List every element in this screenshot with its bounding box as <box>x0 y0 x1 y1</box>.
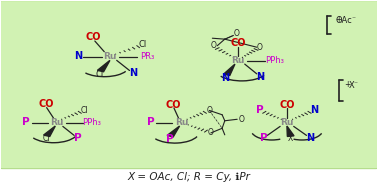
Text: CO: CO <box>230 38 246 48</box>
Text: Ru: Ru <box>231 56 245 65</box>
FancyBboxPatch shape <box>0 1 378 169</box>
Text: Ru: Ru <box>175 118 188 127</box>
Text: Cl: Cl <box>42 134 50 143</box>
Text: PPh₃: PPh₃ <box>265 56 284 65</box>
Text: CO: CO <box>85 32 101 42</box>
Text: X: X <box>288 134 293 143</box>
Text: O: O <box>257 43 263 52</box>
Text: N: N <box>306 133 314 143</box>
Text: P: P <box>256 105 263 115</box>
Text: Cl: Cl <box>139 40 147 49</box>
Text: PPh₃: PPh₃ <box>82 118 101 127</box>
Text: PR₃: PR₃ <box>140 53 154 61</box>
Text: Cl: Cl <box>96 70 104 79</box>
Polygon shape <box>223 64 235 75</box>
Polygon shape <box>43 126 55 136</box>
Text: X = OAc, Cl; R = Cy, ℹPr: X = OAc, Cl; R = Cy, ℹPr <box>127 172 251 182</box>
Text: OAc: OAc <box>335 16 352 25</box>
Polygon shape <box>98 60 110 72</box>
Text: ⁻: ⁻ <box>353 79 358 88</box>
Text: Ru: Ru <box>103 53 116 61</box>
Text: CO: CO <box>166 100 181 110</box>
Text: P: P <box>166 134 174 144</box>
Text: O: O <box>208 129 214 137</box>
Text: CO: CO <box>279 100 295 110</box>
Polygon shape <box>167 126 180 137</box>
Text: O: O <box>233 29 239 38</box>
Text: +: + <box>335 15 342 24</box>
Text: P: P <box>74 133 82 143</box>
Text: N: N <box>221 73 229 83</box>
Polygon shape <box>287 126 294 136</box>
Text: Ru: Ru <box>280 118 294 127</box>
Text: P: P <box>260 133 267 143</box>
FancyBboxPatch shape <box>0 1 378 169</box>
Text: P: P <box>23 117 30 127</box>
Text: Cl: Cl <box>81 106 88 115</box>
Text: N: N <box>310 105 319 115</box>
Text: O: O <box>211 41 217 50</box>
Text: P: P <box>147 117 154 127</box>
Text: N: N <box>257 72 265 82</box>
Text: O: O <box>206 106 212 115</box>
Text: O: O <box>239 115 245 124</box>
Text: ⁻: ⁻ <box>352 15 356 24</box>
Text: N: N <box>74 51 82 61</box>
Text: Ru: Ru <box>51 118 64 127</box>
Text: N: N <box>129 68 137 78</box>
Text: +: + <box>344 80 351 89</box>
Text: CO: CO <box>38 99 54 109</box>
Text: X: X <box>349 81 355 90</box>
